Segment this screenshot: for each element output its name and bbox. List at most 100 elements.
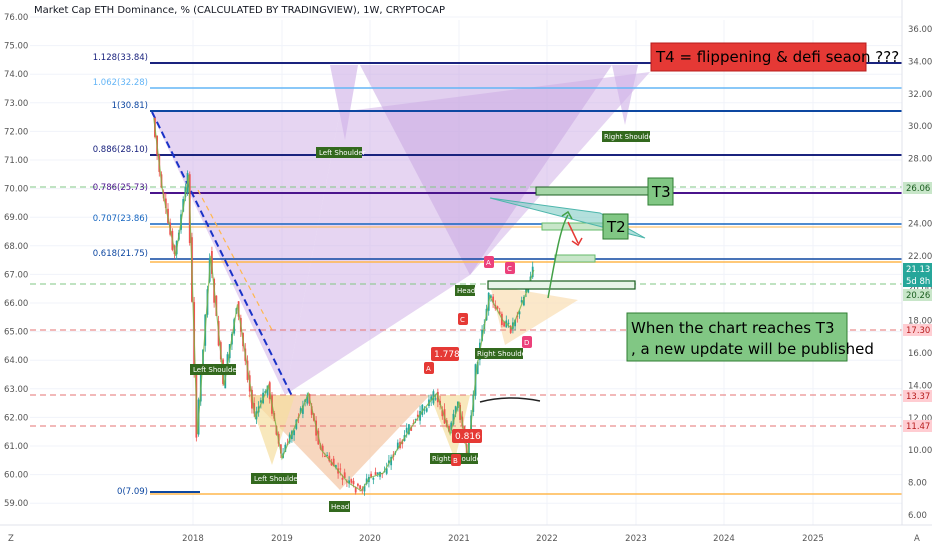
candle-body [357, 484, 359, 486]
candle-body [339, 468, 341, 469]
right-axis-tick: 34.00 [908, 57, 932, 67]
right-axis-tick: 8.00 [908, 479, 927, 489]
update-note-line1: When the chart reaches T3 [631, 319, 835, 337]
t3-zone [536, 187, 654, 195]
left-axis-tick: 76.00 [4, 13, 28, 23]
time-axis-tick: 2023 [625, 534, 647, 544]
candle-body [359, 485, 361, 489]
time-axis-tick: 2018 [182, 534, 204, 544]
candle-body [353, 481, 355, 484]
candle-body [426, 408, 428, 411]
label-head-mid: Head [457, 287, 475, 295]
right-axis-tick: 30.00 [908, 122, 932, 132]
time-axis-tick: 2021 [448, 534, 470, 544]
right-axis-tick: 6.00 [908, 511, 927, 521]
right-axis-tick: 28.00 [908, 155, 932, 165]
left-axis-tick: 72.00 [4, 127, 28, 137]
fib-label-0886: 0.886(28.10) [93, 145, 148, 155]
t3-note-text: T3 [651, 183, 671, 201]
left-axis-tick: 59.00 [4, 499, 28, 509]
price-tag: 17.30 [906, 326, 930, 336]
fib-label-1128: 1.128(33.84) [93, 53, 148, 63]
breakout-zone [488, 281, 635, 289]
t4-note: T4 = flippening & defi seaon ??? [651, 43, 899, 71]
price-tag: 26.06 [906, 184, 930, 194]
price-tag: 13.37 [906, 392, 930, 402]
left-axis-tick: 64.00 [4, 356, 28, 366]
left-axis-tick: 73.00 [4, 99, 28, 109]
small-zone [555, 255, 595, 262]
right-axis-tick: 24.00 [908, 219, 932, 229]
left-axis-tick: 69.00 [4, 213, 28, 223]
fib-label-0707: 0.707(23.86) [93, 214, 148, 224]
left-axis-tick: 68.00 [4, 242, 28, 252]
price-tag: 21.13 [906, 265, 930, 275]
time-axis-tick: 2022 [536, 534, 558, 544]
label-left-shoulder-top: Left Shoulder [319, 149, 366, 157]
wave-a1: A [426, 365, 431, 373]
ratio-2: 0.816 [455, 432, 481, 442]
candle-body [377, 472, 379, 474]
label-head-bottom: Head [331, 503, 349, 511]
candle-body [370, 474, 372, 477]
time-axis-tick: 2024 [713, 534, 735, 544]
price-tag: 5d 8h [906, 277, 930, 287]
candle-body [435, 398, 437, 399]
t2-note: T2 [603, 214, 628, 239]
ratio-1: 1.778 [434, 350, 460, 360]
right-axis-tick: 36.00 [908, 25, 932, 35]
label-right-shoulder-top: Right Shoulder [604, 133, 656, 141]
fib-label-1: 1(30.81) [112, 101, 148, 111]
time-axis-tick: 2020 [359, 534, 381, 544]
time-axis-tick: 2019 [271, 534, 293, 544]
left-axis-tick: 66.00 [4, 299, 28, 309]
fib-label-1062: 1.062(32.28) [93, 78, 148, 88]
label-left-shoulder-2: Left Shoulder [254, 475, 301, 483]
t2-note-text: T2 [606, 218, 626, 236]
wave-a2: A [486, 259, 491, 267]
chart-title: Market Cap ETH Dominance, % (CALCULATED … [34, 5, 445, 16]
right-axis-tick: 16.00 [908, 349, 932, 359]
left-axis-tick: 71.00 [4, 156, 28, 166]
label-left-shoulder-1: Left Shoulder [193, 366, 240, 374]
right-axis-tick: 10.00 [908, 446, 932, 456]
right-axis-tick: 32.00 [908, 90, 932, 100]
left-axis-tick: 63.00 [4, 385, 28, 395]
right-axis-tick: 22.00 [908, 252, 932, 262]
left-axis-tick: 60.00 [4, 471, 28, 481]
wave-b1: B [453, 457, 458, 465]
price-tag: 20.26 [906, 291, 930, 301]
fib-label-0786: 0.786(25.73) [93, 183, 148, 193]
candle-body [406, 428, 408, 433]
candle-body [342, 478, 344, 480]
candle-body [324, 456, 326, 457]
candle-body [350, 479, 352, 483]
tradingview-logo-icon[interactable]: Z [8, 534, 14, 544]
update-note: When the chart reaches T3 , a new update… [627, 313, 874, 361]
right-axis-tick: 14.00 [908, 381, 932, 391]
left-axis-tick: 75.00 [4, 42, 28, 52]
fib-label-0618: 0.618(21.75) [93, 249, 148, 259]
auto-scale-button[interactable]: A [914, 534, 920, 544]
candle-body [375, 472, 377, 475]
wave-d2: D [524, 339, 529, 347]
wave-c1: C [460, 316, 465, 324]
label-right-shoulder-2: Right Shoulder [477, 350, 529, 358]
left-axis-tick: 67.00 [4, 270, 28, 280]
fib-label-0: 0(7.09) [117, 487, 148, 497]
candle-body [508, 323, 510, 324]
left-axis-tick: 70.00 [4, 185, 28, 195]
update-note-line2: , a new update will be published [631, 340, 874, 358]
time-axis-tick: 2025 [802, 534, 824, 544]
wave-c2: C [507, 265, 512, 273]
left-axis-tick: 61.00 [4, 442, 28, 452]
left-axis-tick: 62.00 [4, 413, 28, 423]
t4-note-text: T4 = flippening & defi seaon ??? [655, 48, 899, 66]
t3-note: T3 [648, 178, 673, 205]
candle-body [372, 478, 374, 480]
left-axis-tick: 65.00 [4, 328, 28, 338]
price-tag: 11.47 [906, 422, 930, 432]
left-axis-tick: 74.00 [4, 70, 28, 80]
